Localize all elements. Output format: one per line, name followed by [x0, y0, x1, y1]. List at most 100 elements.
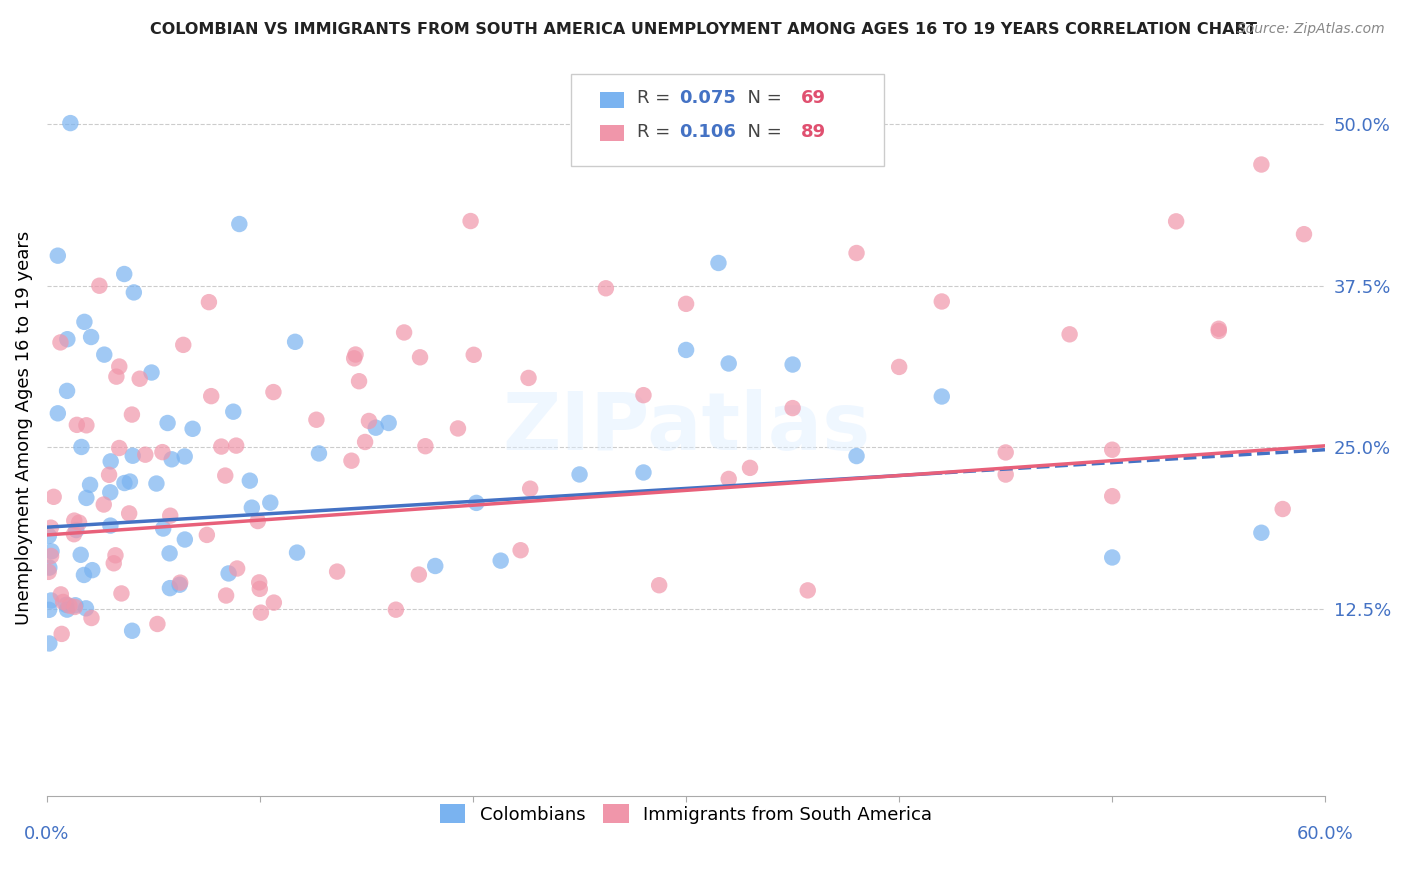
FancyBboxPatch shape: [600, 125, 624, 141]
Point: [38, 603, 60, 617]
Point: [181, 422, 204, 436]
Point: [305, 413, 328, 427]
Point: [675, 297, 697, 311]
Point: [344, 347, 367, 361]
Text: Source: ZipAtlas.com: Source: ZipAtlas.com: [1237, 22, 1385, 37]
Point: [357, 414, 380, 428]
Point: [738, 461, 761, 475]
Point: [121, 449, 143, 463]
Point: [93, 348, 115, 362]
Point: [159, 508, 181, 523]
Point: [100, 518, 122, 533]
Point: [1292, 227, 1315, 242]
Point: [112, 267, 135, 281]
Point: [70, 440, 93, 454]
Point: [152, 445, 174, 459]
Point: [377, 416, 399, 430]
Point: [75, 601, 97, 615]
Point: [1208, 324, 1230, 338]
Point: [63, 599, 86, 614]
Point: [98, 485, 121, 500]
Point: [146, 617, 169, 632]
Point: [42, 490, 65, 504]
Point: [409, 351, 432, 365]
Point: [134, 448, 156, 462]
Point: [66, 417, 89, 432]
Point: [308, 446, 330, 460]
Point: [65, 523, 87, 537]
Point: [228, 217, 250, 231]
Point: [93, 498, 115, 512]
Point: [98, 467, 121, 482]
Point: [75, 491, 97, 505]
Point: [226, 561, 249, 575]
Point: [59, 116, 82, 130]
Point: [425, 559, 447, 574]
Point: [198, 295, 221, 310]
Point: [796, 583, 818, 598]
Point: [100, 454, 122, 468]
Text: 60.0%: 60.0%: [1296, 825, 1354, 843]
Point: [385, 603, 408, 617]
Point: [63, 527, 86, 541]
Point: [80, 611, 103, 625]
Point: [39, 549, 62, 563]
Text: 0.075: 0.075: [679, 89, 737, 107]
Point: [172, 338, 194, 352]
Point: [38, 636, 60, 650]
Point: [79, 478, 101, 492]
Point: [249, 582, 271, 596]
Point: [931, 294, 953, 309]
Point: [141, 366, 163, 380]
Point: [246, 514, 269, 528]
Point: [343, 351, 366, 366]
Point: [247, 575, 270, 590]
Point: [845, 246, 868, 260]
Point: [114, 476, 136, 491]
Point: [58, 599, 80, 613]
Point: [250, 606, 273, 620]
Point: [214, 468, 236, 483]
Text: R =: R =: [637, 122, 676, 141]
Point: [169, 575, 191, 590]
Point: [156, 416, 179, 430]
Point: [263, 596, 285, 610]
Point: [49, 587, 72, 601]
Point: [568, 467, 591, 482]
Point: [55, 598, 77, 612]
Point: [1208, 322, 1230, 336]
Point: [38, 565, 60, 579]
Point: [347, 374, 370, 388]
Text: 0.0%: 0.0%: [24, 825, 69, 843]
Point: [73, 315, 96, 329]
Point: [489, 554, 512, 568]
Point: [46, 406, 69, 420]
Point: [52, 595, 75, 609]
Point: [447, 421, 470, 435]
Point: [1101, 550, 1123, 565]
Point: [994, 467, 1017, 482]
Point: [408, 567, 430, 582]
Point: [1101, 442, 1123, 457]
Point: [782, 401, 804, 416]
Point: [215, 589, 238, 603]
Point: [145, 476, 167, 491]
Point: [160, 452, 183, 467]
Point: [517, 371, 540, 385]
Point: [259, 496, 281, 510]
Point: [75, 418, 97, 433]
Point: [63, 514, 86, 528]
Point: [633, 466, 655, 480]
Point: [108, 359, 131, 374]
Point: [465, 496, 488, 510]
Point: [463, 348, 485, 362]
Point: [460, 214, 482, 228]
Legend: Colombians, Immigrants from South America: Colombians, Immigrants from South Americ…: [433, 797, 939, 831]
Text: N =: N =: [735, 89, 787, 107]
Point: [285, 546, 308, 560]
Point: [225, 439, 247, 453]
Point: [122, 285, 145, 300]
Text: 0.106: 0.106: [679, 122, 737, 141]
Point: [80, 330, 103, 344]
Point: [49, 335, 72, 350]
